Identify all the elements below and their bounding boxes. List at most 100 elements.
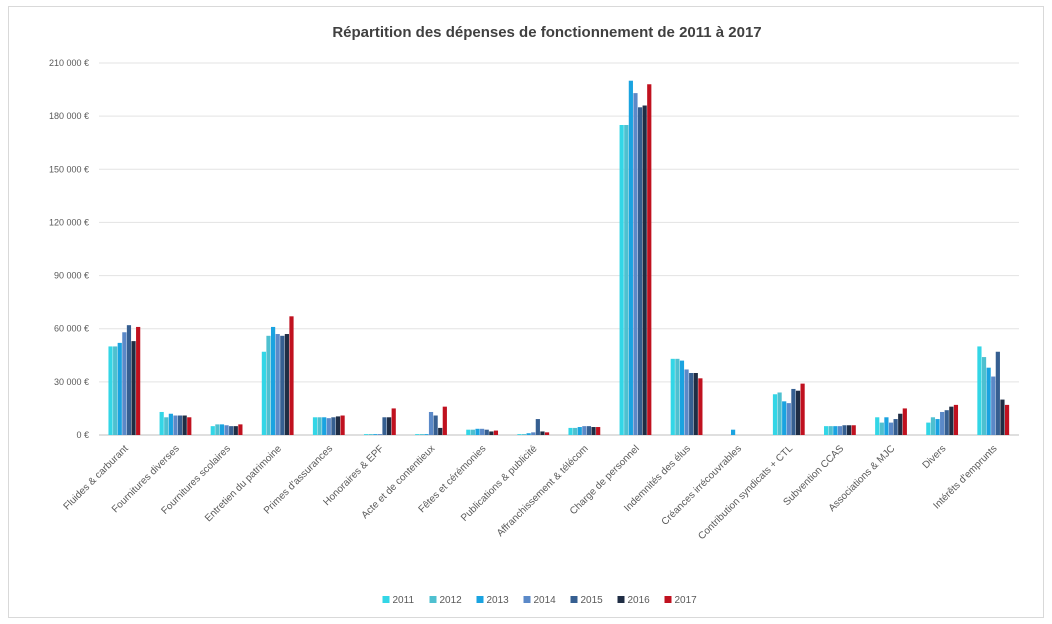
bar [875,417,880,435]
bar [851,425,856,435]
bar [331,417,336,435]
bar [131,341,136,435]
bar [493,430,499,435]
bar [833,426,838,435]
x-tick-label: Divers [921,443,949,471]
bar [284,334,289,435]
bar [926,422,931,435]
bar [884,417,889,435]
bar [377,434,383,435]
bar [535,419,540,435]
bar [693,373,698,435]
legend-label: 2014 [534,595,557,606]
y-tick-label: 180 000 € [49,111,89,121]
bar [991,376,996,435]
legend-swatch [476,596,484,603]
bar [326,418,331,435]
bar [879,422,884,435]
bar [940,411,945,435]
bar [902,408,907,435]
bar [335,416,341,435]
bar [628,80,633,435]
bar [782,401,787,435]
bar [177,415,183,435]
bar [173,415,178,435]
bar [637,107,643,436]
bar [442,406,447,435]
bar [168,413,173,435]
bar [777,392,782,435]
bar [391,408,396,435]
bar [415,434,420,435]
bar [642,105,647,435]
bar [489,431,494,435]
bar [289,316,294,435]
bar [164,417,169,435]
bar [238,424,243,435]
bar [786,403,791,435]
bar [847,425,852,435]
bar [210,426,215,435]
bar [772,394,778,435]
legend-label: 2016 [628,595,651,606]
bar [526,433,531,435]
bar [475,428,480,435]
bar [261,351,266,435]
bar [670,358,675,435]
bar [986,367,991,435]
bar [368,434,373,435]
bar [893,419,898,435]
bar [568,427,573,435]
bar [312,417,318,435]
bar [689,373,694,435]
bar [1000,399,1005,435]
legend-swatch [570,596,578,603]
grid-lines [99,62,1019,436]
bar [888,422,894,435]
y-tick-label: 30 000 € [54,377,89,387]
bar [647,84,652,435]
bar [419,434,424,435]
bar [266,335,271,435]
bar [596,427,601,435]
bar [977,346,982,435]
bar [624,125,629,435]
bar [949,406,954,435]
bar [577,427,582,435]
y-tick-label: 60 000 € [54,324,89,334]
bar-chart: Répartition des dépenses de fonctionneme… [49,24,1019,606]
bar [1004,404,1010,435]
bar [470,429,476,435]
bar [573,427,578,435]
bar [591,427,596,435]
y-tick-label: 90 000 € [54,271,89,281]
bar [117,342,122,435]
bar [219,424,225,435]
bar [480,428,485,435]
bar [730,429,736,435]
bar [270,326,276,435]
bar [364,434,369,435]
bar [126,325,132,435]
bar [233,426,238,435]
bar [930,417,936,435]
bar [619,125,624,435]
bar [586,426,592,435]
chart-title: Répartition des dépenses de fonctionneme… [332,24,761,41]
legend-label: 2013 [487,595,510,606]
legend-swatch [429,596,437,603]
y-tick-label: 0 € [76,430,89,440]
y-axis-ticks: 0 € 30 000 € 60 000 € 90 000 € 120 000 € 150 … [49,58,89,440]
bar [387,417,392,435]
legend-label: 2017 [675,595,698,606]
legend-swatch [382,596,390,603]
legend: 2011 2012 2013 2014 2015 2016 2017 [382,595,698,606]
bar [898,413,903,435]
bar [981,357,987,435]
bar [953,404,959,435]
bar [433,415,438,435]
legend-swatch [664,596,672,603]
bar [466,429,471,435]
legend-swatch [617,596,625,603]
